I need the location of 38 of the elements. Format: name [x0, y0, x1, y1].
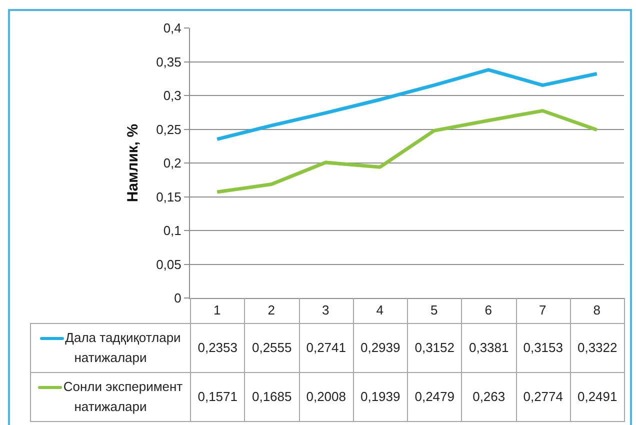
data-label: 0,263 [462, 372, 516, 421]
data-label: 0,3381 [462, 323, 516, 372]
x-tick-label: 7 [539, 302, 546, 318]
line-series [215, 109, 599, 194]
y-tick-label: 0,05 [156, 256, 182, 272]
legend-label: Сонли эксперимент натижалари [63, 379, 183, 414]
data-label: 0,2479 [408, 372, 462, 421]
legend-label: Дала тадқиқотлари натижалари [65, 330, 181, 364]
y-tick-label: 0,2 [163, 156, 182, 171]
data-label: 0,1571 [190, 372, 245, 421]
data-label: 0,2939 [353, 323, 408, 372]
y-tick-label: 0 [174, 290, 182, 306]
data-label: 0,2774 [516, 372, 570, 421]
data-label: 0,1685 [244, 372, 299, 421]
x-tick-label: 3 [322, 302, 330, 318]
data-label: 0,3152 [408, 323, 462, 372]
y-tick-label: 0,3 [163, 88, 182, 104]
x-tick-label: 5 [430, 302, 438, 318]
x-tick-label: 8 [593, 302, 600, 318]
x-tick-label: 6 [484, 302, 492, 318]
data-label: 0,3322 [570, 323, 624, 372]
y-tick-label: 0,1 [163, 223, 182, 238]
y-tick-label: 0,4 [163, 20, 182, 36]
data-label: 0,2741 [299, 323, 354, 372]
data-label: 0,2555 [244, 323, 299, 372]
x-tick-label: 1 [214, 302, 221, 318]
data-label: 0,2353 [190, 323, 245, 372]
line-series [215, 68, 599, 141]
data-label: 0,1939 [353, 372, 408, 421]
y-tick-label: 0,35 [156, 54, 182, 70]
y-axis-title: Намлик, % [124, 124, 142, 202]
x-tick-label: 2 [268, 302, 275, 318]
x-tick-label: 4 [376, 302, 384, 318]
data-label: 0,3153 [516, 323, 570, 372]
y-tick-label: 0,25 [156, 122, 182, 137]
data-label: 0,2008 [299, 372, 354, 421]
data-label: 0,2491 [570, 372, 624, 421]
y-tick-label: 0,15 [156, 189, 182, 204]
